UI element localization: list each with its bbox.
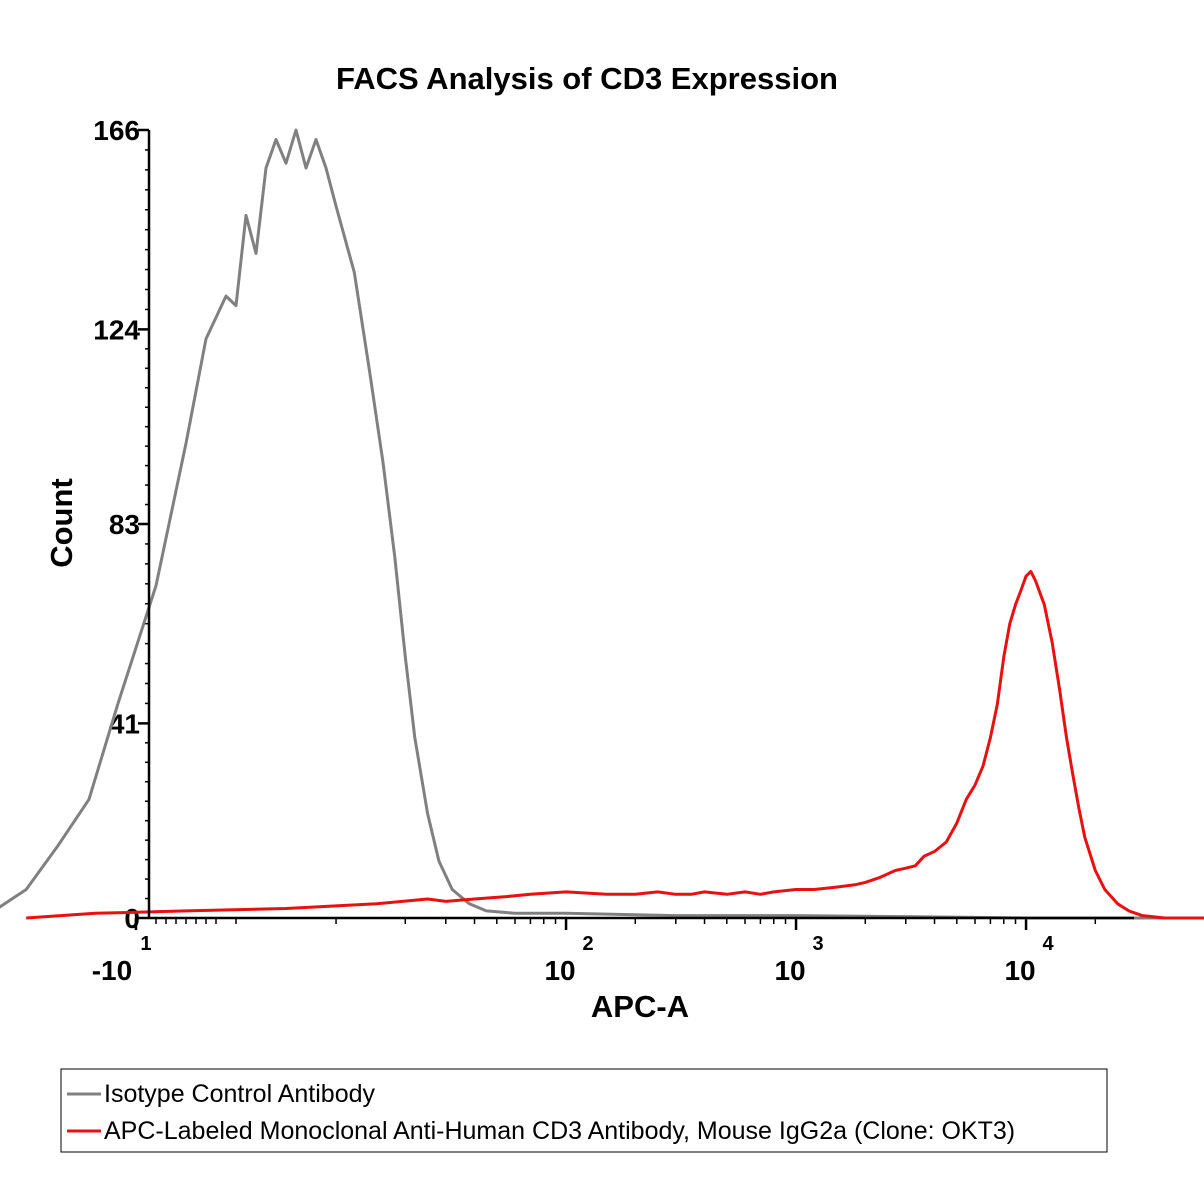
x-tick-label-base: 10 — [544, 955, 575, 986]
y-major-ticks: 0 41 83 124 166 — [93, 115, 149, 934]
legend-entry-label: APC-Labeled Monoclonal Anti-Human CD3 An… — [104, 1117, 1015, 1145]
x-ticks: -101102103104105 — [92, 918, 1097, 986]
legend: Isotype Control Antibody APC-Labeled Mono… — [60, 1068, 1108, 1153]
x-tick-label-base: -10 — [92, 955, 132, 986]
series-line-isotype-control — [0, 128, 1204, 920]
x-tick-label-exponent: 1 — [140, 933, 151, 955]
y-tick-label: 124 — [93, 314, 140, 345]
series-line-apc-cd3 — [26, 570, 1204, 920]
y-tick-label: 0 — [124, 903, 140, 934]
legend-entry-label: Isotype Control Antibody — [104, 1080, 375, 1108]
y-axis-label: Count — [44, 478, 79, 568]
legend-box — [60, 1068, 1108, 1153]
chart-title: FACS Analysis of CD3 Expression — [336, 61, 838, 96]
x-tick-label-exponent: 3 — [812, 933, 823, 955]
x-axis-label: APC-A — [591, 989, 689, 1024]
y-tick-label: 41 — [109, 708, 140, 739]
x-tick-label-base: 10 — [774, 955, 805, 986]
plot-lines — [0, 128, 1204, 920]
y-tick-label: 166 — [93, 115, 140, 146]
x-tick-label-exponent: 4 — [1042, 933, 1054, 955]
x-tick-label-exponent: 2 — [582, 933, 593, 955]
x-tick-label-base: 10 — [1004, 955, 1035, 986]
y-tick-label: 83 — [109, 509, 140, 540]
